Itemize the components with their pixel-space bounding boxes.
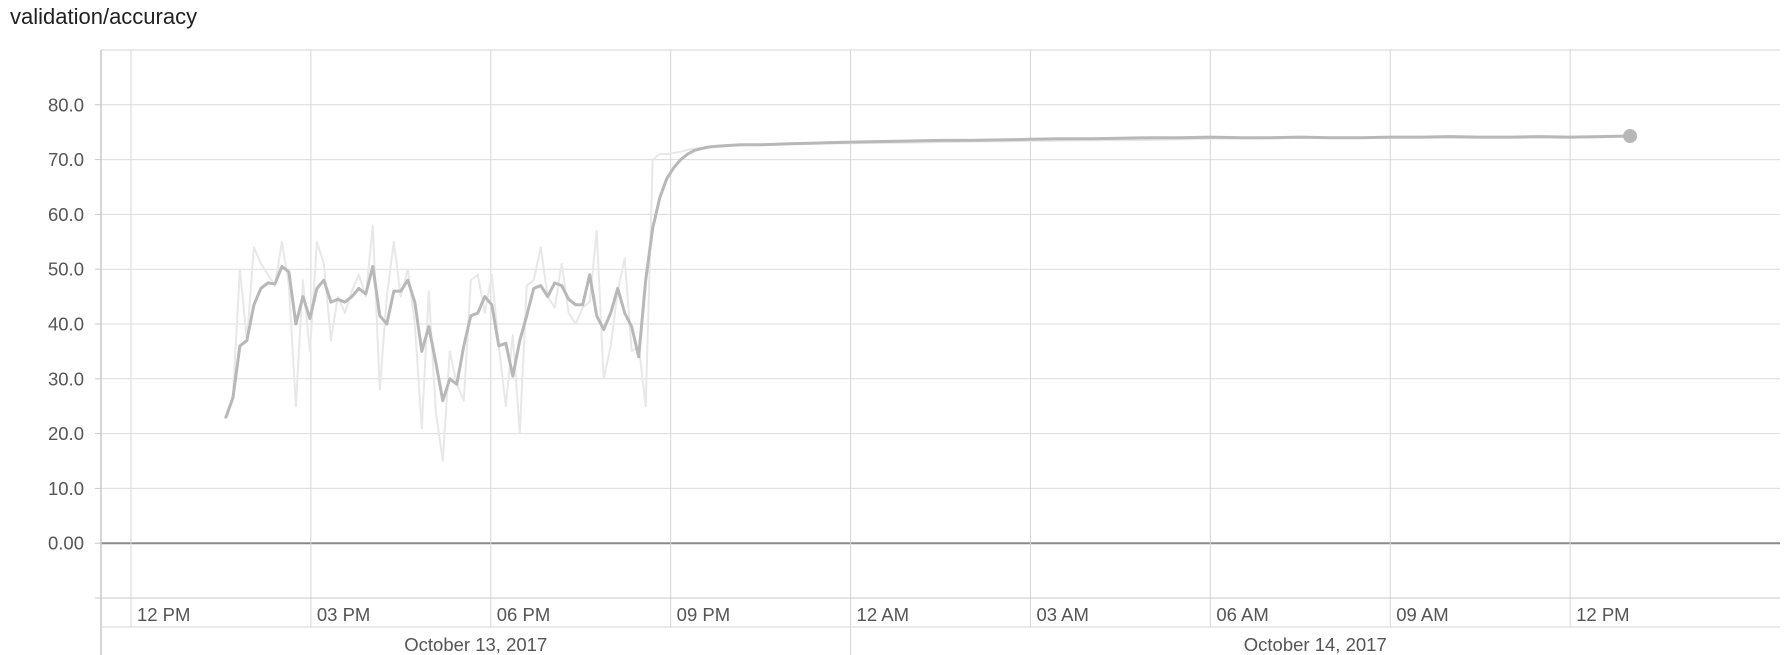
x-tick-label: 09 PM [677, 604, 730, 625]
x-tick-label: 09 AM [1396, 604, 1448, 625]
grid-layer [101, 49, 1780, 627]
chart-title: validation/accuracy [10, 4, 198, 29]
x-tick-label: 06 PM [497, 604, 550, 625]
smoothed-series-line [224, 134, 1632, 419]
x-tick-label: 06 AM [1216, 604, 1268, 625]
last-point-marker [1623, 129, 1638, 144]
y-tick-label: 30.0 [48, 368, 84, 389]
y-tick-label: 10.0 [48, 478, 84, 499]
x-tick-label: 12 PM [1576, 604, 1629, 625]
x-tick-label: 03 AM [1036, 604, 1088, 625]
date-label: October 14, 2017 [1244, 634, 1387, 655]
y-tick-label: 0.00 [48, 533, 84, 554]
axis-layer [95, 50, 1780, 655]
x-tick-label: 12 PM [137, 604, 190, 625]
series-layer [224, 129, 1638, 462]
y-tick-label: 40.0 [48, 314, 84, 335]
raw-series-line [224, 135, 1632, 462]
y-tick-label: 60.0 [48, 204, 84, 225]
y-tick-label: 70.0 [48, 149, 84, 170]
y-tick-label: 20.0 [48, 423, 84, 444]
y-tick-label: 50.0 [48, 259, 84, 280]
x-tick-label: 03 PM [317, 604, 370, 625]
x-tick-label: 12 AM [857, 604, 909, 625]
label-layer: 0.00 10.0 20.0 30.0 40.0 50.0 60.0 70.0 80.0 12 P… [48, 94, 1630, 655]
y-tick-label: 80.0 [48, 94, 84, 115]
date-label: October 13, 2017 [404, 634, 547, 655]
